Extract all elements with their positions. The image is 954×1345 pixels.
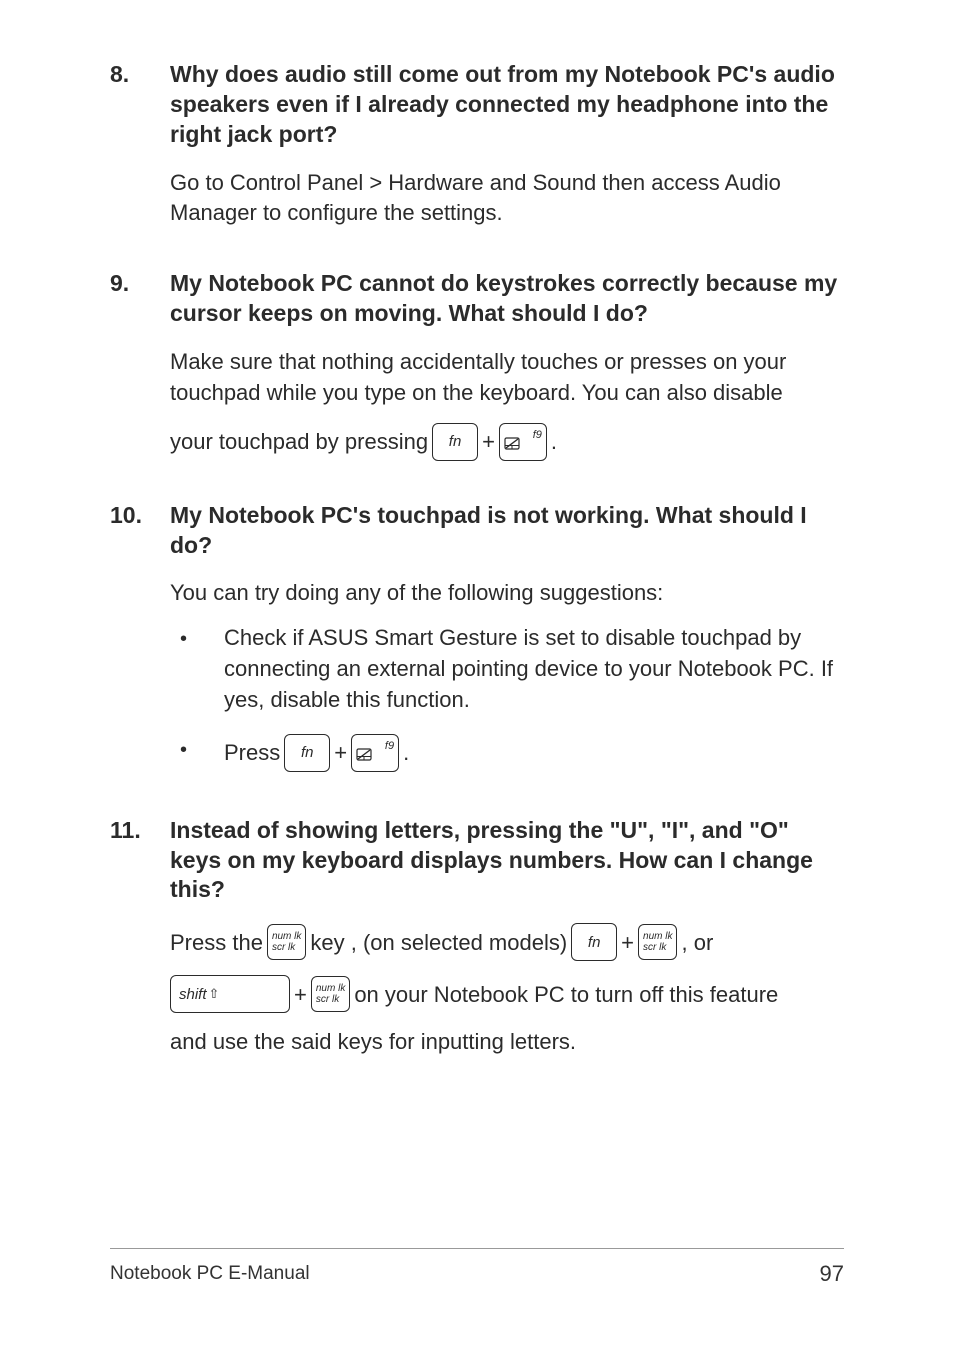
qa-paragraph: and use the said keys for inputting lett… xyxy=(170,1027,844,1058)
f9-label: f9 xyxy=(385,737,394,756)
qa-body: Why does audio still come out from my No… xyxy=(170,60,844,243)
fn-key-icon: fn xyxy=(284,734,330,772)
bullet-text: Check if ASUS Smart Gesture is set to di… xyxy=(224,623,844,715)
numlk-bot: scr lk xyxy=(272,942,301,953)
qa-paragraph: You can try doing any of the following s… xyxy=(170,578,844,609)
numlk-key-icon: num lk scr lk xyxy=(267,924,306,960)
qa-paragraph: Make sure that nothing accidentally touc… xyxy=(170,347,844,409)
qa-key-line: your touchpad by pressing fn + f9 . xyxy=(170,423,844,461)
press-pre-text: Press xyxy=(224,734,280,771)
numlk-key-icon: num lk scr lk xyxy=(638,924,677,960)
qa-title: Why does audio still come out from my No… xyxy=(170,60,844,150)
bullet-key-line: Press fn + f9 xyxy=(224,734,409,772)
shift-label: shift xyxy=(179,982,207,1008)
bullet-dot-icon: • xyxy=(170,734,224,772)
qa-title: My Notebook PC's touchpad is not working… xyxy=(170,501,844,561)
touchpad-disable-icon xyxy=(356,748,372,761)
bullet-item: • Check if ASUS Smart Gesture is set to … xyxy=(170,623,844,715)
plus-text: + xyxy=(334,734,347,771)
qa-number: 8. xyxy=(110,60,170,243)
qa-body: Instead of showing letters, pressing the… xyxy=(170,816,844,1072)
numlk-bot: scr lk xyxy=(316,994,345,1005)
plus-text: + xyxy=(294,976,307,1013)
qa-key-line-2: shift ⇧ + num lk scr lk on your Notebook… xyxy=(170,975,844,1013)
qa-number: 11. xyxy=(110,816,170,1072)
numlk-top: num lk xyxy=(643,931,672,942)
f9-label: f9 xyxy=(533,426,542,445)
shift-arrow-icon: ⇧ xyxy=(209,983,220,1005)
qa-item-11: 11. Instead of showing letters, pressing… xyxy=(110,816,844,1072)
qa-title: Instead of showing letters, pressing the… xyxy=(170,816,844,906)
qa-item-9: 9. My Notebook PC cannot do keystrokes c… xyxy=(110,269,844,474)
qa-paragraph: Go to Control Panel > Hardware and Sound… xyxy=(170,168,844,230)
qa-body: My Notebook PC cannot do keystrokes corr… xyxy=(170,269,844,474)
f9-touchpad-key-icon: f9 xyxy=(499,423,547,461)
fn-key-icon: fn xyxy=(432,423,478,461)
numlk-key-icon: num lk scr lk xyxy=(311,976,350,1012)
bullet-item: • Press fn + f xyxy=(170,734,844,772)
shift-key-icon: shift ⇧ xyxy=(170,975,290,1013)
qa-body: My Notebook PC's touchpad is not working… xyxy=(170,501,844,790)
qa-title: My Notebook PC cannot do keystrokes corr… xyxy=(170,269,844,329)
qa-key-line-1: Press the num lk scr lk key , (on select… xyxy=(170,923,844,961)
text-segment: key , (on selected models) xyxy=(310,924,567,961)
qa-item-10: 10. My Notebook PC's touchpad is not wor… xyxy=(110,501,844,790)
qa-item-8: 8. Why does audio still come out from my… xyxy=(110,60,844,243)
numlk-bot: scr lk xyxy=(643,942,672,953)
footer-title: Notebook PC E-Manual xyxy=(110,1263,310,1285)
text-segment: on your Notebook PC to turn off this fea… xyxy=(354,976,778,1013)
press-post-text: . xyxy=(403,734,409,771)
text-segment: Press the xyxy=(170,924,263,961)
numlk-top: num lk xyxy=(316,983,345,994)
keyline-post-text: . xyxy=(551,423,557,460)
touchpad-disable-icon xyxy=(504,437,520,450)
f9-touchpad-key-icon: f9 xyxy=(351,734,399,772)
numlk-top: num lk xyxy=(272,931,301,942)
plus-text: + xyxy=(621,924,634,961)
qa-number: 10. xyxy=(110,501,170,790)
page-number: 97 xyxy=(820,1261,844,1287)
page-footer: Notebook PC E-Manual 97 xyxy=(110,1248,844,1287)
bullet-dot-icon: • xyxy=(170,623,224,715)
qa-number: 9. xyxy=(110,269,170,474)
keyline-pre-text: your touchpad by pressing xyxy=(170,423,428,460)
plus-text: + xyxy=(482,423,495,460)
text-segment: , or xyxy=(681,924,713,961)
fn-key-icon: fn xyxy=(571,923,617,961)
